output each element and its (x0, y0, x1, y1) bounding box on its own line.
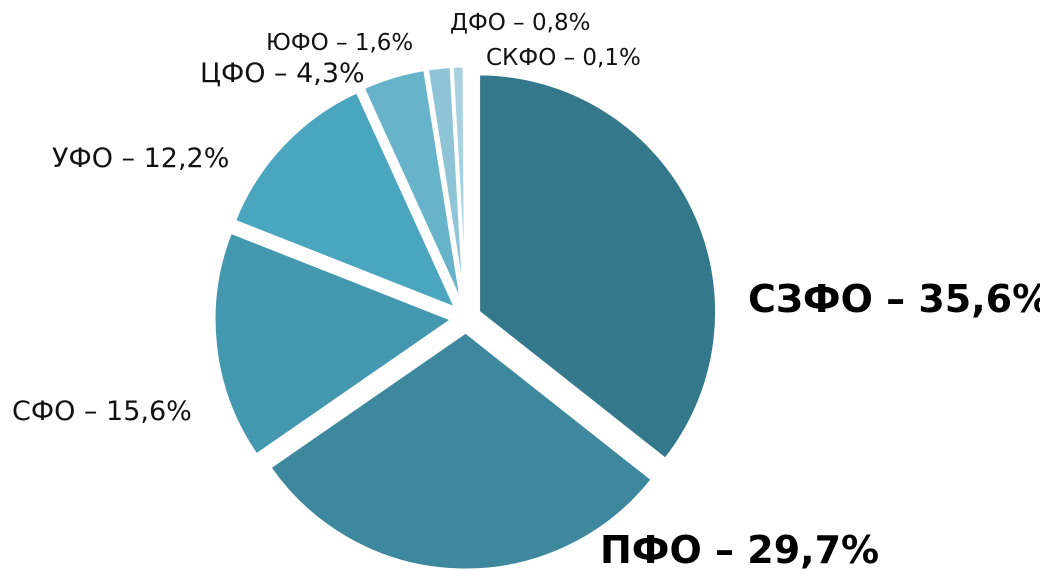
slice-label-dfo: ДФО – 0,8% (450, 10, 590, 36)
pie-slice-skfo (462, 64, 468, 305)
pie-slice-sfo (212, 230, 456, 458)
pie-slice-ufo (232, 89, 459, 312)
slice-label-sfo: СФО – 15,6% (12, 396, 192, 427)
pie-slices (212, 64, 719, 571)
slice-label-pfo: ПФО – 29,7% (600, 528, 879, 571)
pie-slice-tsfo (361, 67, 464, 306)
pie-slice-szfo (477, 72, 719, 462)
slice-label-ufo: УФО – 12,2% (52, 143, 229, 174)
slice-label-yufo: ЮФО – 1,6% (266, 30, 413, 56)
pie-slice-pfo (267, 330, 655, 571)
slice-label-tsfo: ЦФО – 4,3% (200, 58, 365, 89)
slice-label-skfo: СКФО – 0,1% (486, 45, 641, 71)
pie-labels: СЗФО – 35,6% ПФО – 29,7% СФО – 15,6% УФО… (12, 10, 1040, 571)
slice-label-szfo: СЗФО – 35,6% (748, 277, 1040, 321)
